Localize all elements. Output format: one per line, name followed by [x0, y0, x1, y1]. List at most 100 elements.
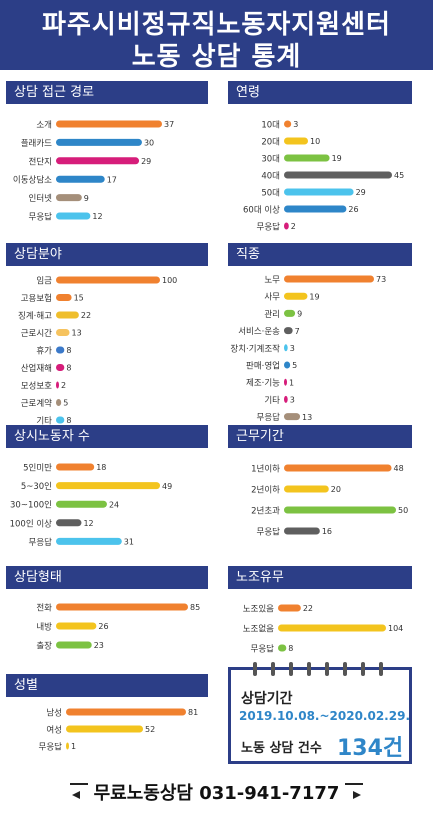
bar [284, 275, 374, 283]
category-label: 여성 [46, 725, 62, 736]
section-header-workers: 상시노동자 수 [6, 425, 208, 448]
bar [56, 500, 107, 508]
footer-phone: 무료노동상담 031-941-7177 [0, 779, 433, 805]
bar [278, 604, 301, 612]
data-label: 5 [292, 361, 297, 370]
bar [284, 309, 296, 317]
data-label: 7 [295, 327, 300, 336]
binder-ring [361, 662, 365, 676]
data-label: 8 [66, 416, 71, 425]
bar [56, 212, 91, 220]
bar [56, 381, 59, 389]
data-label: 3 [290, 396, 295, 405]
data-label: 81 [188, 708, 198, 717]
category-label: 관리 [264, 309, 280, 320]
data-label: 8 [66, 364, 71, 373]
bar [278, 644, 287, 652]
bar [56, 276, 160, 284]
data-label: 104 [388, 624, 403, 633]
bar [56, 399, 62, 406]
period-label: 상담기간 [241, 691, 293, 707]
bar [284, 188, 354, 196]
data-label: 22 [303, 604, 313, 613]
data-label: 50 [398, 506, 408, 515]
category-label: 무응답 [29, 212, 53, 223]
category-label: 무응답 [257, 412, 281, 423]
data-label: 100 [162, 276, 177, 285]
category-label: 고용보험 [21, 294, 52, 304]
bar [284, 527, 320, 535]
bar [56, 463, 95, 471]
bar [56, 294, 72, 301]
footer-arrow-icon [353, 791, 361, 799]
count-value: 134건 [337, 736, 404, 761]
data-label: 8 [66, 346, 71, 355]
bar [284, 464, 392, 472]
bar [56, 346, 65, 354]
category-label: 무응답 [39, 742, 63, 753]
category-label: 1년이하 [251, 464, 280, 475]
data-label: 13 [302, 413, 312, 422]
category-label: 60대 이상 [243, 205, 280, 216]
bar [66, 708, 186, 716]
category-label: 제조·기능 [246, 379, 280, 389]
section-header-access-route: 상담 접근 경로 [6, 81, 208, 104]
period-dates: 2019.10.08.~2020.02.29. [239, 709, 410, 723]
data-label: 9 [297, 310, 302, 319]
bar [56, 622, 97, 630]
category-label: 서비스·운송 [238, 327, 280, 337]
data-label: 1 [71, 742, 76, 751]
bar [284, 171, 392, 179]
bar [56, 194, 82, 202]
binder-ring [325, 662, 329, 676]
data-label: 12 [83, 519, 93, 528]
bar [56, 157, 140, 165]
data-label: 10 [310, 137, 320, 146]
section-header-field: 상담분야 [6, 243, 208, 266]
data-label: 49 [162, 482, 172, 491]
data-label: 29 [141, 157, 151, 166]
category-label: 이동상담소 [13, 175, 52, 186]
category-label: 20대 [261, 138, 280, 148]
category-label: 5인미만 [23, 463, 52, 474]
bar [56, 641, 92, 649]
data-label: 19 [309, 292, 319, 301]
category-label: 임금 [36, 276, 52, 287]
data-label: 3 [293, 120, 298, 129]
bar [56, 311, 79, 319]
bar [56, 364, 65, 371]
data-label: 30 [144, 139, 154, 148]
data-label: 29 [356, 188, 366, 197]
data-label: 48 [394, 464, 404, 473]
data-label: 19 [332, 154, 342, 163]
section-header-union: 노조유무 [228, 566, 412, 589]
category-label: 40대 [261, 172, 280, 182]
data-label: 8 [288, 644, 293, 653]
category-label: 무응답 [251, 644, 275, 655]
binder-ring [253, 662, 257, 676]
bar [56, 329, 70, 336]
data-label: 26 [348, 205, 358, 214]
category-label: 내방 [36, 622, 52, 633]
category-label: 노조있음 [243, 604, 274, 615]
category-label: 근로계약 [21, 398, 52, 409]
section-header-occupation: 직종 [228, 243, 412, 266]
data-label: 17 [107, 175, 117, 184]
bar [284, 413, 301, 421]
section-header-gender: 성별 [6, 674, 208, 697]
data-label: 16 [322, 527, 332, 536]
footer-arrow-icon [72, 791, 80, 799]
category-label: 2년초과 [251, 506, 280, 517]
category-label: 남성 [46, 709, 62, 719]
bar [278, 624, 386, 632]
bar [284, 361, 291, 369]
category-label: 판매·영업 [246, 361, 280, 372]
category-label: 30~100인 [10, 500, 52, 511]
data-label: 45 [394, 171, 404, 180]
category-label: 무응답 [29, 537, 53, 548]
bar [284, 154, 330, 162]
page-title: 파주시비정규직노동자지원센터 [42, 10, 391, 40]
bar [284, 378, 287, 386]
category-label: 출장 [36, 641, 52, 652]
section-header-consult-type: 상담형태 [6, 566, 208, 589]
